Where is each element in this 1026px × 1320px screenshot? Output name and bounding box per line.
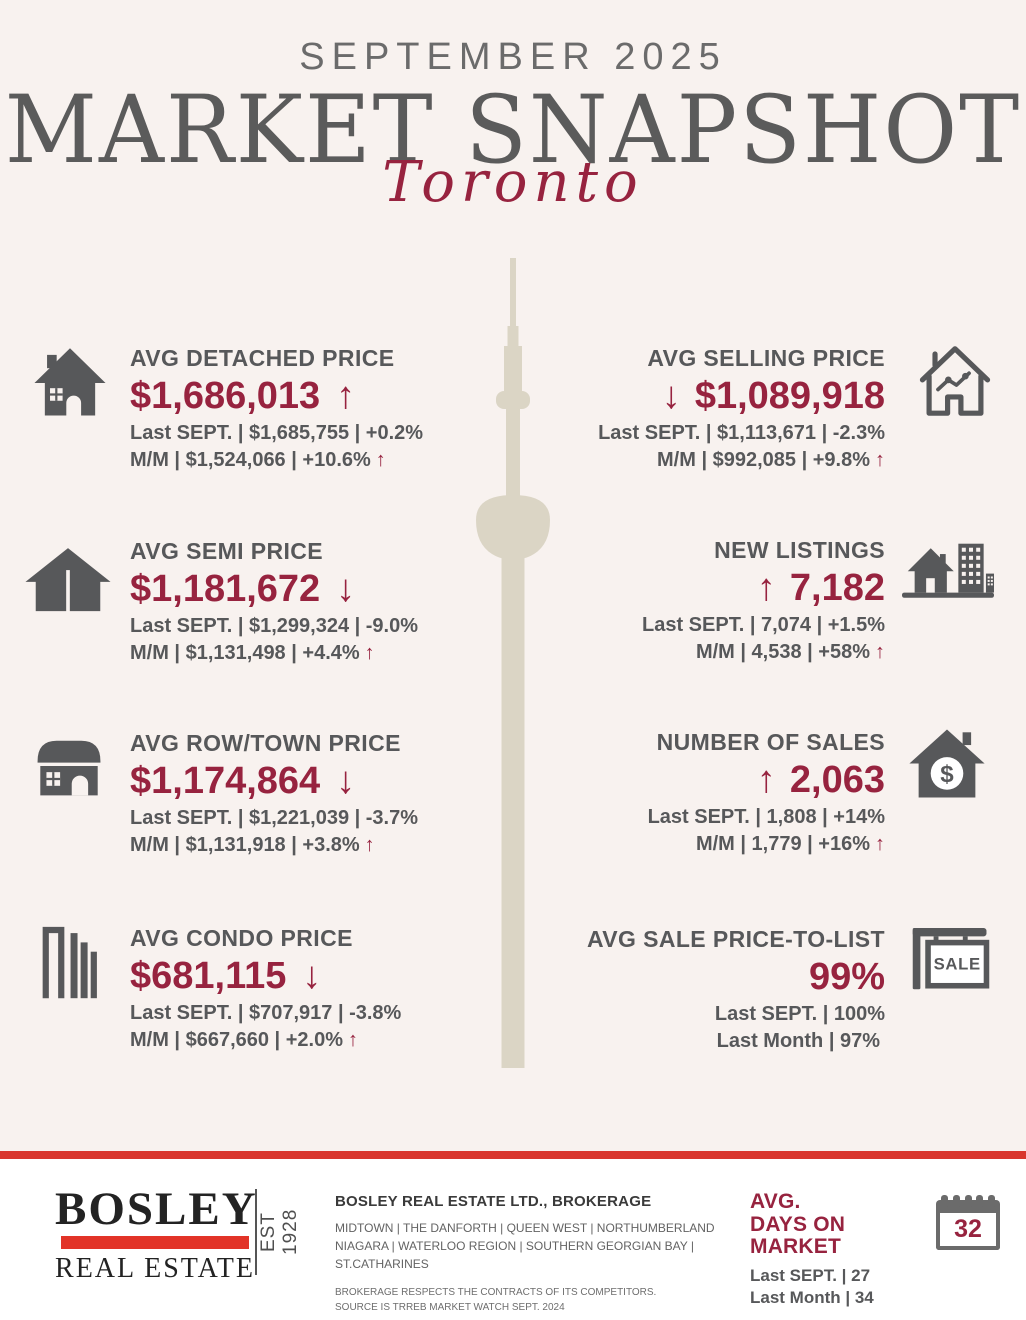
calendar-icon: 32 — [936, 1195, 1000, 1250]
stat-last-year: Last SEPT. | 1,808 | +14% — [647, 805, 885, 828]
stat-title: AVG ROW/TOWN PRICE — [130, 730, 401, 756]
down-arrow-icon: ↓ — [302, 955, 322, 997]
days-on-market-title: AVG. DAYS ON MARKET — [750, 1190, 846, 1259]
stat-month-over-month: M/M | $667,660 | +2.0% ↑ — [130, 1029, 358, 1052]
stat-title: AVG DETACHED PRICE — [130, 345, 395, 371]
stat-last-year: Last SEPT. | $1,113,671 | -2.3% — [598, 421, 885, 444]
brokerage-title: BOSLEY REAL ESTATE LTD., BROKERAGE — [335, 1193, 652, 1210]
stat-last-year: Last SEPT. | $707,917 | -3.8% — [130, 1001, 402, 1024]
disclaimer-line-1: BROKERAGE RESPECTS THE CONTRACTS OF ITS … — [335, 1287, 657, 1298]
bosley-logo: BOSLEY REAL ESTATE — [55, 1183, 258, 1285]
stat-avg-selling-price: AVG SELLING PRICE ↓ $1,089,918 Last SEPT.… — [455, 345, 885, 473]
up-arrow-icon: ↑ — [336, 375, 356, 417]
stat-month-over-month: M/M | 1,779 | +16% ↑ — [695, 833, 885, 856]
stat-title: AVG SEMI PRICE — [130, 538, 324, 564]
house-dollar-icon: $ — [908, 728, 986, 804]
stat-title: AVG SALE PRICE-TO-LIST — [586, 926, 885, 952]
stat-month-over-month: M/M | 4,538 | +58% ↑ — [695, 641, 885, 664]
up-arrow-icon: ↑ — [875, 833, 885, 856]
up-arrow-icon: ↑ — [375, 449, 386, 472]
up-arrow-icon: ↑ — [364, 834, 375, 857]
stat-avg-sale-price-to-list: AVG SALE PRICE-TO-LIST 99% Last SEPT. | … — [455, 926, 885, 1054]
up-arrow-icon: ↑ — [875, 449, 885, 472]
down-arrow-icon: ↓ — [336, 760, 356, 802]
regions-line-1: MIDTOWN | THE DANFORTH | QUEEN WEST | NO… — [335, 1221, 715, 1235]
days-last-month: Last Month | 34 — [750, 1288, 874, 1308]
stat-month-over-month: M/M | $1,131,498 | +4.4% ↑ — [130, 642, 375, 665]
stat-value: $1,686,013 ↑ — [130, 375, 356, 417]
calendar-value: 32 — [936, 1213, 1000, 1250]
brand-divider-line — [255, 1189, 257, 1275]
detached-house-icon — [33, 346, 107, 425]
regions-line-2: NIAGARA | WATERLOO REGION | SOUTHERN GEO… — [335, 1239, 694, 1271]
stat-avg-detached-price: AVG DETACHED PRICE $1,686,013 ↑ Last SEPT… — [130, 345, 480, 473]
brokerage-regions: MIDTOWN | THE DANFORTH | QUEEN WEST | NO… — [335, 1219, 725, 1273]
stat-month-over-month: M/M | $992,085 | +9.8% ↑ — [657, 449, 885, 472]
brokerage-disclaimer: BROKERAGE RESPECTS THE CONTRACTS OF ITS … — [335, 1286, 725, 1315]
stat-value: ↑ 2,063 — [756, 759, 885, 801]
condo-buildings-icon — [38, 922, 100, 1005]
stat-new-listings: NEW LISTINGS ↑ 7,182 Last SEPT. | 7,074 |… — [455, 537, 885, 665]
stat-last-year: Last SEPT. | $1,685,755 | +0.2% — [130, 421, 424, 444]
sale-sign-icon: SALE — [912, 928, 990, 997]
semi-house-icon — [24, 548, 112, 617]
days-last-year: Last SEPT. | 27 — [750, 1266, 871, 1286]
stat-title: NEW LISTINGS — [714, 537, 885, 563]
footer: BOSLEY REAL ESTATE EST 1928 BOSLEY REAL … — [0, 1159, 1026, 1320]
townhouse-icon — [28, 735, 110, 802]
brokerage-info: BOSLEY REAL ESTATE LTD., BROKERAGE MIDTO… — [335, 1193, 725, 1315]
stat-title: AVG CONDO PRICE — [130, 925, 353, 951]
stat-value: ↓ $1,089,918 — [661, 375, 885, 417]
down-arrow-icon: ↓ — [336, 568, 356, 610]
stat-title: AVG SELLING PRICE — [647, 345, 885, 371]
cn-tower-icon — [463, 258, 563, 1075]
stat-month-over-month: M/M | $1,524,066 | +10.6% ↑ — [130, 449, 386, 472]
disclaimer-line-2: SOURCE IS TRREB MARKET WATCH SEPT. 2024 — [335, 1301, 565, 1313]
up-arrow-icon: ↑ — [756, 759, 776, 801]
report-month: SEPTEMBER 2025 — [299, 36, 727, 78]
stat-last-year: Last SEPT. | 7,074 | +1.5% — [642, 613, 885, 636]
sale-sign-label: SALE — [934, 955, 981, 974]
house-building-icon — [902, 540, 994, 603]
brand-subtitle: REAL ESTATE — [55, 1252, 255, 1284]
stat-value: 99% — [808, 956, 885, 998]
up-arrow-icon: ↑ — [756, 567, 776, 609]
stat-avg-rowtown-price: AVG ROW/TOWN PRICE $1,174,864 ↓ Last SEPT… — [130, 730, 480, 858]
page-title: MARKET SNAPSHOT — [4, 75, 1022, 186]
dollar-glyph: $ — [940, 761, 954, 788]
brand-red-bar — [61, 1235, 249, 1249]
stat-last-year: Last SEPT. | 100% — [714, 1002, 885, 1025]
stat-value: ↑ 7,182 — [756, 567, 885, 609]
stat-last-year: Last SEPT. | $1,299,324 | -9.0% — [130, 614, 419, 637]
stat-avg-semi-price: AVG SEMI PRICE $1,181,672 ↓ Last SEPT. | … — [130, 538, 480, 666]
stat-value: $1,174,864 ↓ — [130, 760, 356, 802]
city-script-title: Toronto — [382, 150, 644, 215]
stat-last-month: Last Month | 97% — [716, 1030, 880, 1053]
stat-value: $1,181,672 ↓ — [130, 568, 356, 610]
brand-name: BOSLEY — [55, 1183, 258, 1235]
house-trend-icon — [918, 342, 992, 425]
red-divider-bar — [0, 1151, 1026, 1159]
up-arrow-icon: ↑ — [875, 641, 885, 664]
stat-avg-condo-price: AVG CONDO PRICE $681,115 ↓ Last SEPT. | $… — [130, 925, 480, 1053]
brand-established: EST 1928 — [258, 1208, 301, 1256]
stat-value: $681,115 ↓ — [130, 955, 322, 997]
stat-title: NUMBER OF SALES — [656, 729, 885, 755]
stat-month-over-month: M/M | $1,131,918 | +3.8% ↑ — [130, 834, 375, 857]
stat-avg-days-on-market: AVG. DAYS ON MARKET Last SEPT. | 27 Last… — [750, 1190, 930, 1309]
stat-last-year: Last SEPT. | $1,221,039 | -3.7% — [130, 806, 419, 829]
up-arrow-icon: ↑ — [364, 642, 375, 665]
down-arrow-icon: ↓ — [661, 375, 681, 417]
up-arrow-icon: ↑ — [347, 1029, 358, 1052]
calendar-rings — [936, 1195, 1000, 1208]
stat-number-of-sales: NUMBER OF SALES ↑ 2,063 Last SEPT. | 1,80… — [455, 729, 885, 857]
